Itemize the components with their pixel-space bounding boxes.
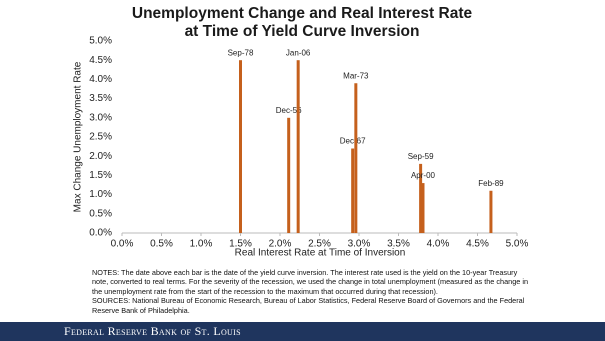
chart-title: Unemployment Change and Real Interest Ra… [132,5,473,22]
bar-label: Apr-00 [411,171,436,180]
bar-label: Sep-78 [228,48,254,57]
y-tick-label: 5.0% [89,36,112,47]
x-tick-label: 3.0% [348,239,371,250]
y-tick-label: 4.0% [89,74,112,85]
x-tick-label: 2.0% [269,239,292,250]
bar [287,117,291,233]
bar-label: Sep-59 [408,152,434,161]
y-tick-label: 1.5% [89,170,112,181]
y-tick-label: 2.5% [89,132,112,143]
bar [296,60,300,234]
y-tick-label: 3.5% [89,93,112,104]
y-tick-label: 0.5% [89,208,112,219]
bar [419,163,423,233]
y-tick-label: 0.0% [89,228,112,239]
x-tick-label: 0.0% [111,239,134,250]
notes: NOTES: The date above each bar is the da… [92,268,530,315]
bar-label: Mar-73 [343,71,369,80]
x-tick-label: 5.0% [506,239,529,250]
bar [351,148,355,233]
bar-label: Dec-56 [276,106,302,115]
x-tick-label: 4.0% [427,239,450,250]
x-tick-label: 2.5% [308,239,331,250]
sources-text: SOURCES: National Bureau of Economic Res… [92,296,525,315]
x-axis-label: Real Interest Rate at Time of Inversion [235,248,406,259]
notes-text: NOTES: The date above each bar is the da… [92,268,529,296]
x-tick-label: 1.5% [229,239,252,250]
chart-title: at Time of Yield Curve Inversion [185,23,420,40]
chart: Unemployment Change and Real Interest Ra… [73,5,529,259]
y-tick-label: 1.0% [89,189,112,200]
y-axis-label: Max Change Unemployment Rate [73,61,84,212]
x-tick-label: 0.5% [150,239,173,250]
x-tick-label: 3.5% [387,239,410,250]
bar [489,190,493,233]
bar-label: Jan-06 [286,48,311,57]
y-tick-label: 3.0% [89,112,112,123]
x-tick-label: 4.5% [466,239,489,250]
footer: Federal Reserve Bank of St. Louis [0,322,605,341]
y-tick-label: 4.5% [89,55,112,66]
bar-label: Dec-67 [340,137,366,146]
bar-label: Feb-89 [478,179,504,188]
x-tick-label: 1.0% [190,239,213,250]
bar [421,183,425,233]
bar [354,83,358,234]
y-tick-label: 2.0% [89,151,112,162]
bar [239,60,242,234]
